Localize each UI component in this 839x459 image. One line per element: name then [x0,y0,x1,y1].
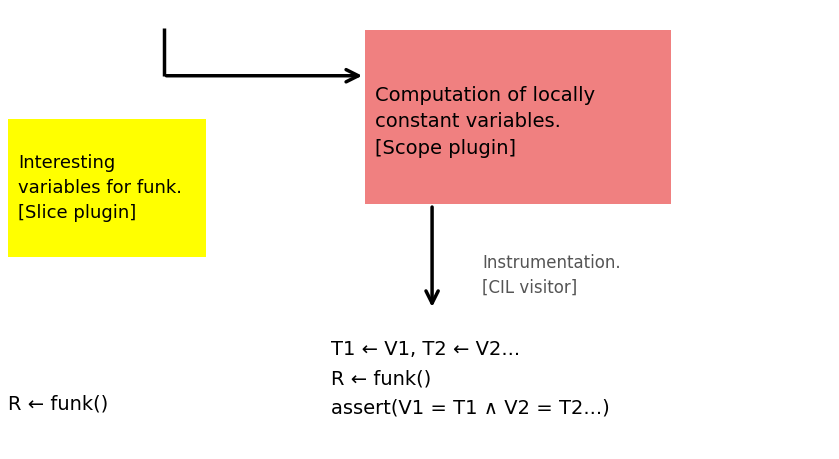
FancyBboxPatch shape [365,30,671,204]
Text: T1 ← V1, T2 ← V2...
R ← funk()
assert(V1 = T1 ∧ V2 = T2...): T1 ← V1, T2 ← V2... R ← funk() assert(V1… [331,340,610,418]
Text: Instrumentation.
[CIL visitor]: Instrumentation. [CIL visitor] [482,254,621,297]
Text: Computation of locally
constant variables.
[Scope plugin]: Computation of locally constant variable… [375,86,595,157]
Text: R ← funk(): R ← funk() [8,394,108,414]
Text: Interesting
variables for funk.
[Slice plugin]: Interesting variables for funk. [Slice p… [18,154,182,222]
FancyBboxPatch shape [8,119,206,257]
